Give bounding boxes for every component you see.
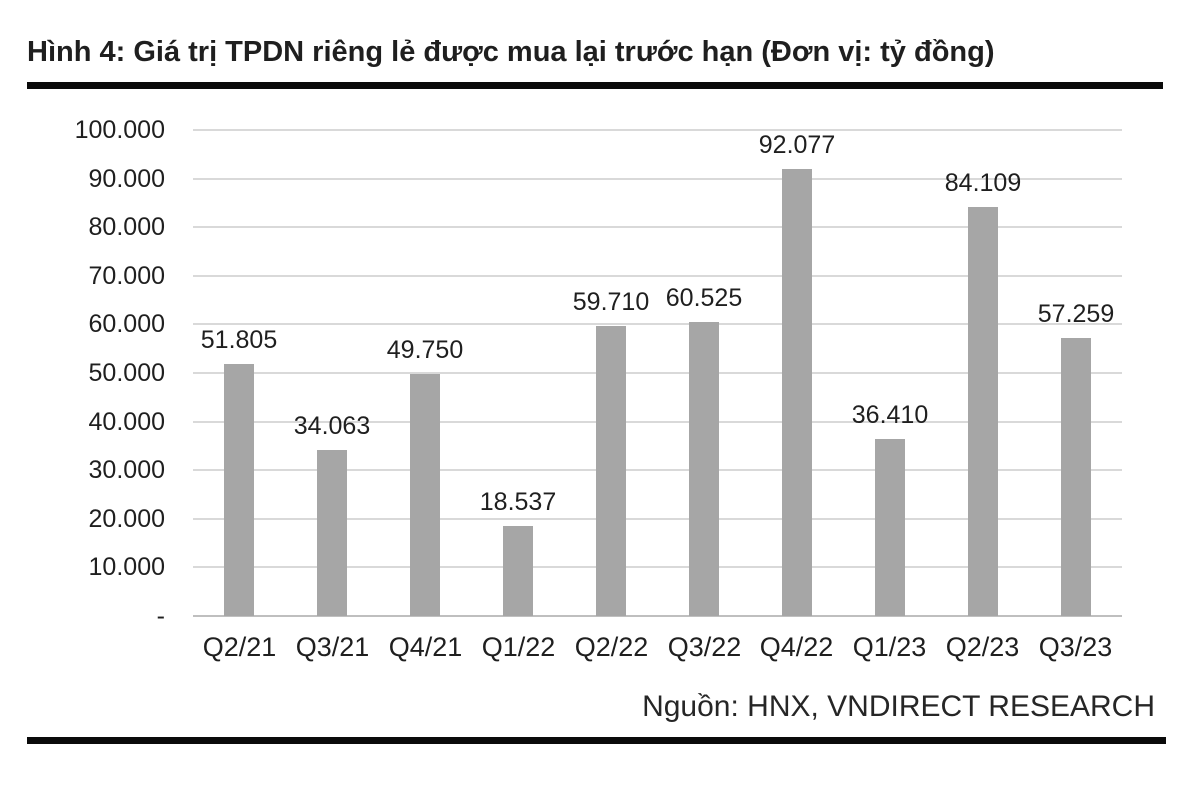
y-axis-tick-label: 90.000 bbox=[88, 164, 165, 193]
x-axis-tick-label: Q1/23 bbox=[852, 632, 927, 662]
gridline bbox=[193, 226, 1122, 229]
x-axis-tick-label: Q2/21 bbox=[202, 632, 277, 662]
bar-value-label: 49.750 bbox=[386, 336, 464, 364]
y-axis-tick-label: 40.000 bbox=[88, 407, 165, 436]
bar-value-label: 84.109 bbox=[944, 169, 1022, 197]
x-axis-tick-label: Q3/21 bbox=[295, 632, 370, 662]
bar-value-label: 36.410 bbox=[851, 401, 929, 429]
x-axis-tick-label: Q2/23 bbox=[945, 632, 1020, 662]
gridline bbox=[193, 420, 1122, 423]
x-axis-tick-label: Q2/22 bbox=[574, 632, 649, 662]
bar-value-label: 34.063 bbox=[293, 412, 371, 440]
y-axis-tick-label: - bbox=[156, 602, 165, 630]
bar-Q3/21 bbox=[317, 450, 347, 616]
bar-Q2/22 bbox=[596, 326, 626, 616]
bar-value-label: 59.710 bbox=[572, 288, 650, 316]
bar-Q1/23 bbox=[875, 439, 905, 616]
x-axis-tick-label: Q3/23 bbox=[1038, 632, 1113, 662]
y-axis-tick-label: 20.000 bbox=[88, 504, 165, 533]
bottom-rule bbox=[27, 737, 1166, 744]
title-underline-rule bbox=[27, 82, 1163, 89]
bar-value-label: 60.525 bbox=[665, 284, 743, 312]
x-axis-tick-label: Q4/21 bbox=[388, 632, 463, 662]
x-axis-line bbox=[193, 615, 1122, 617]
bar-Q2/23 bbox=[968, 207, 998, 616]
y-axis-tick-label: 100.000 bbox=[74, 116, 165, 144]
gridline bbox=[193, 469, 1122, 472]
y-axis-tick-label: 10.000 bbox=[88, 553, 165, 582]
bar-value-label: 51.805 bbox=[200, 326, 278, 354]
gridline bbox=[193, 372, 1122, 374]
gridline bbox=[193, 323, 1122, 326]
source-caption: Nguồn: HNX, VNDIRECT RESEARCH bbox=[642, 690, 1155, 723]
bar-Q3/23 bbox=[1061, 338, 1091, 616]
y-axis-tick-label: 30.000 bbox=[88, 456, 165, 485]
x-axis-tick-label: Q3/22 bbox=[667, 632, 742, 662]
x-axis-tick-label: Q4/22 bbox=[759, 632, 834, 662]
bar-value-label: 92.077 bbox=[758, 131, 836, 159]
bar-Q3/22 bbox=[689, 322, 719, 616]
bar-Q4/22 bbox=[782, 169, 812, 616]
y-axis-tick-label: 70.000 bbox=[88, 261, 165, 290]
y-axis-tick-label: 60.000 bbox=[88, 310, 165, 339]
x-axis-tick-label: Q1/22 bbox=[481, 632, 556, 662]
bar-Q2/21 bbox=[224, 364, 254, 616]
gridline bbox=[193, 566, 1122, 569]
bar-Q1/22 bbox=[503, 526, 533, 616]
gridline bbox=[193, 129, 1122, 131]
bar-Q4/21 bbox=[410, 374, 440, 616]
bar-value-label: 57.259 bbox=[1037, 300, 1115, 328]
gridline bbox=[193, 274, 1122, 277]
y-axis-tick-label: 50.000 bbox=[88, 359, 165, 387]
y-axis-tick-label: 80.000 bbox=[88, 213, 165, 242]
bar-value-label: 18.537 bbox=[479, 488, 557, 516]
gridline bbox=[193, 177, 1122, 180]
gridline bbox=[193, 517, 1122, 520]
figure-title: Hình 4: Giá trị TPDN riêng lẻ được mua l… bbox=[27, 36, 995, 68]
